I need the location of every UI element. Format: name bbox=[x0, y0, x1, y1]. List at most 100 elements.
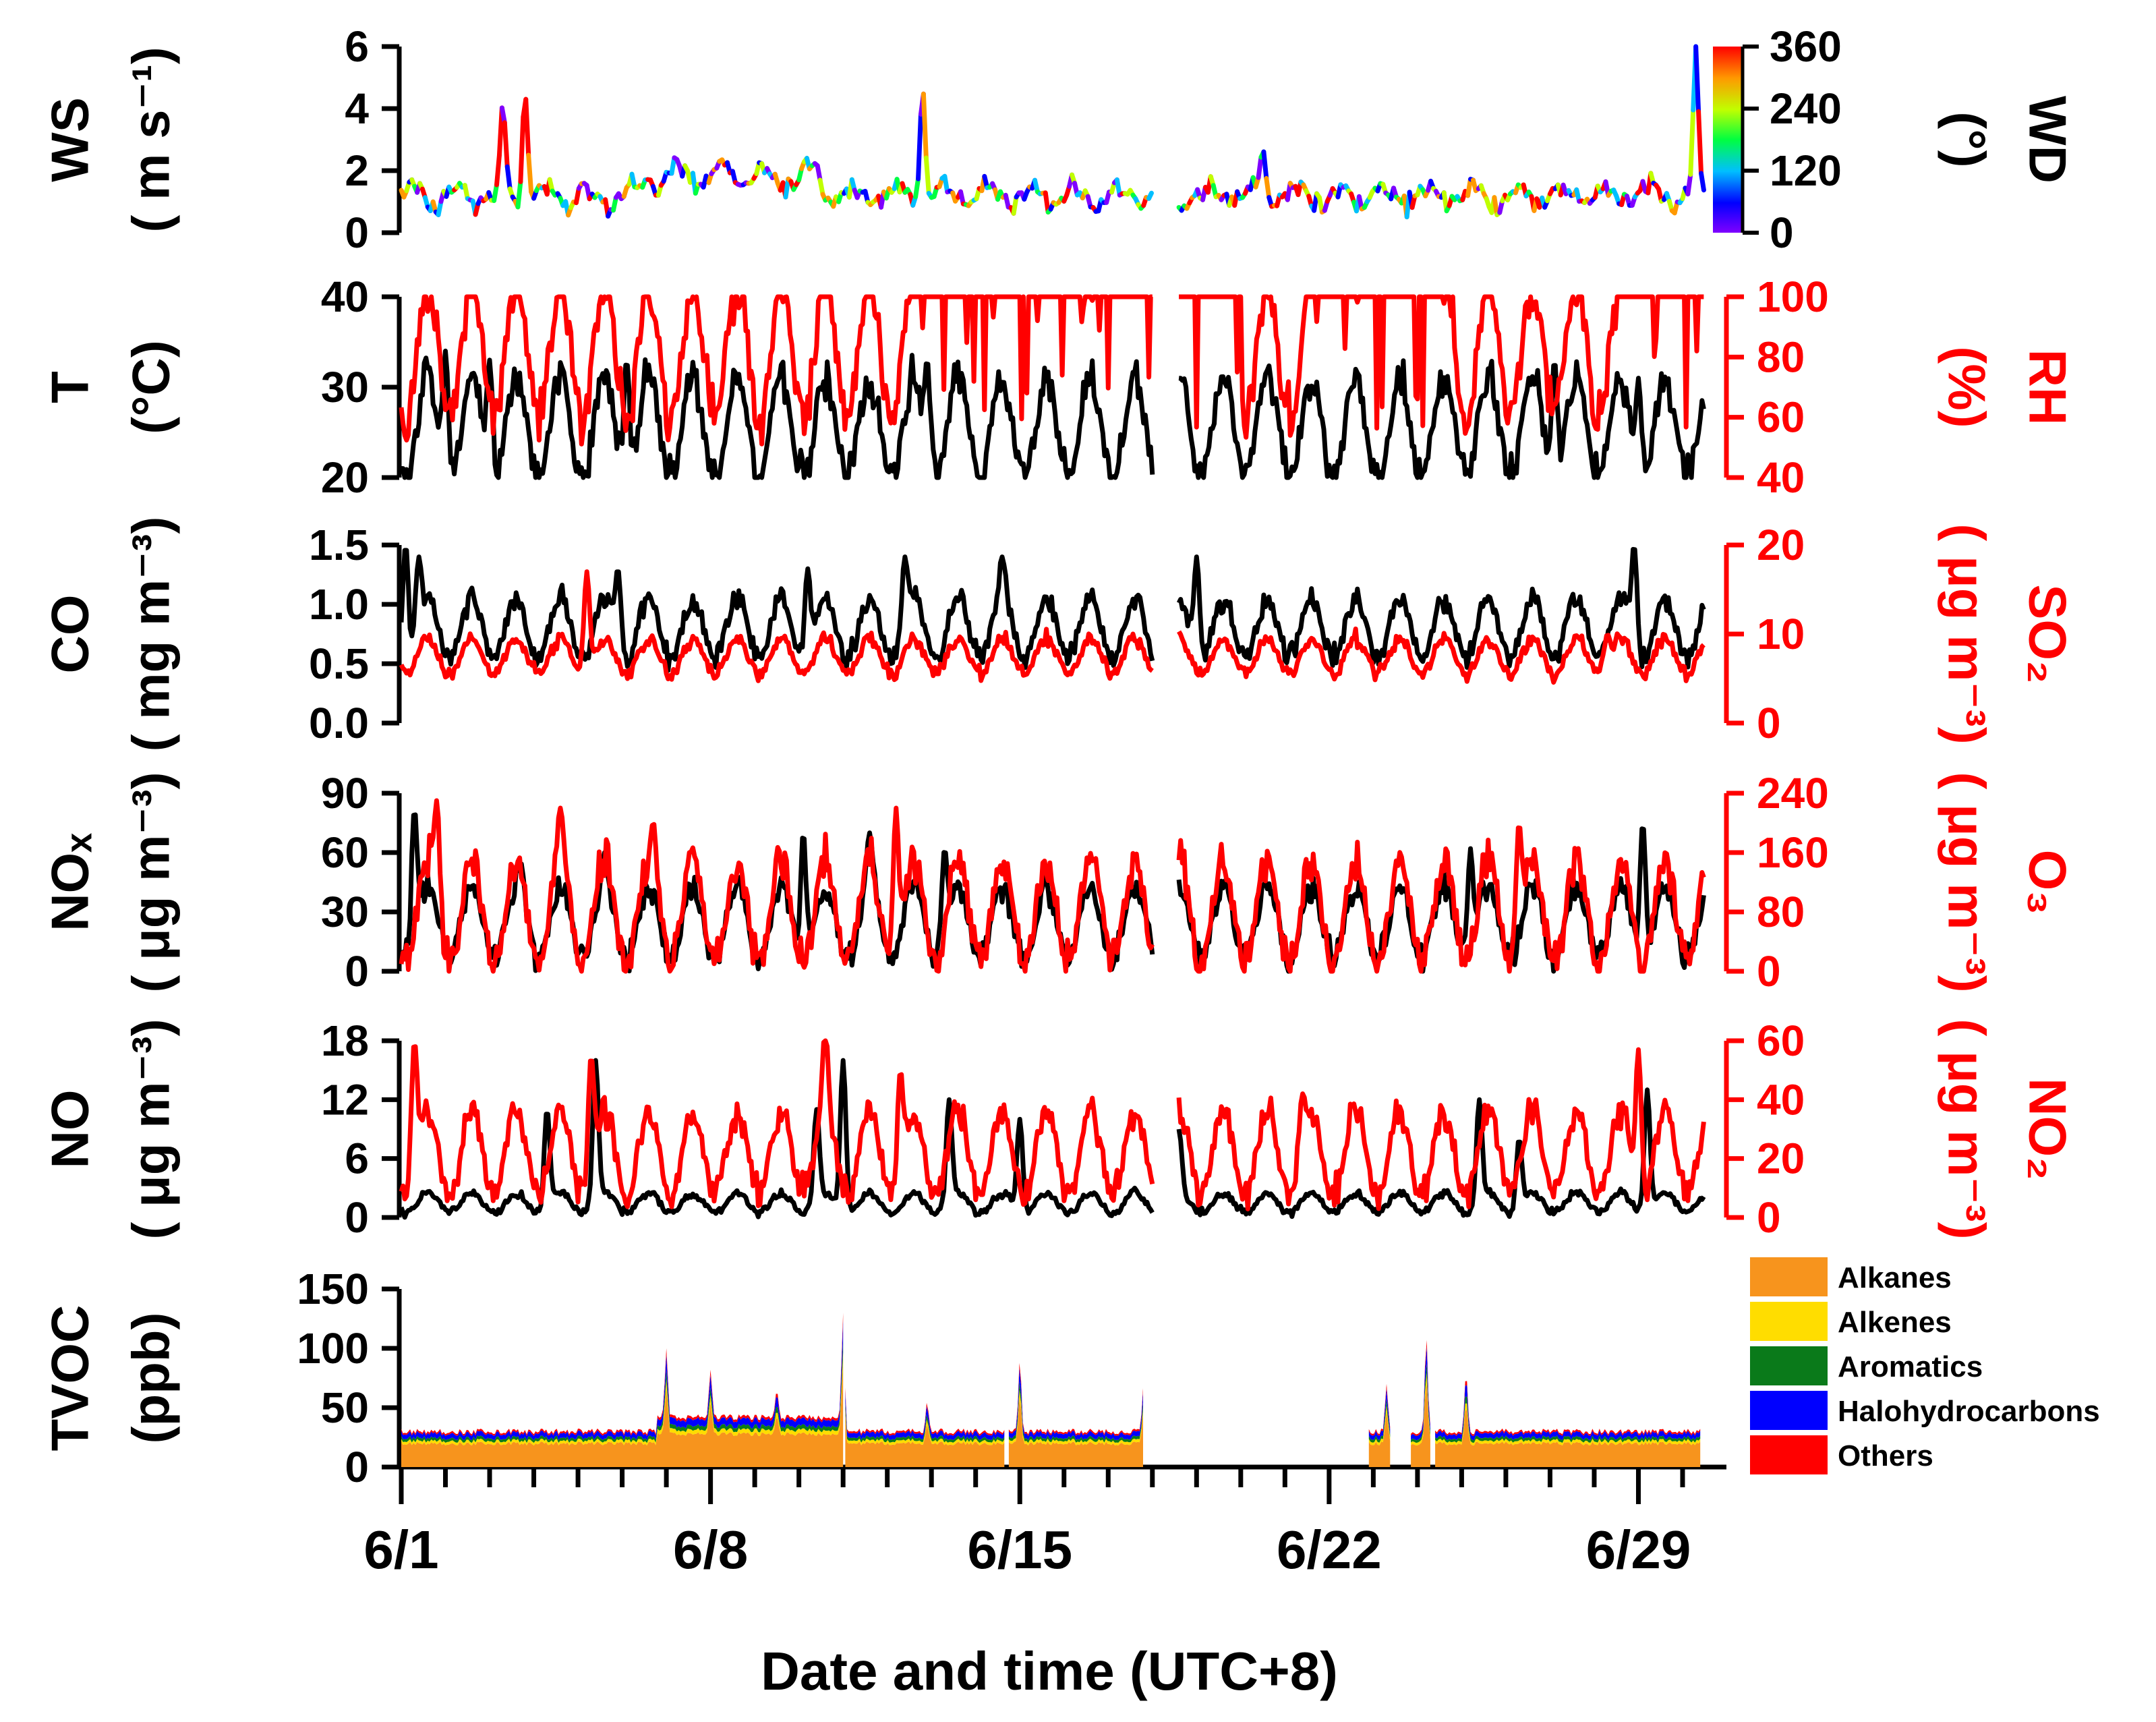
ws-left-tick-label: 4 bbox=[345, 84, 369, 133]
coso2-right-label-name: SO₂ bbox=[2018, 584, 2077, 683]
nono2-left-label-name: NO bbox=[40, 1090, 100, 1169]
nono2-left-tick-label: 12 bbox=[321, 1075, 369, 1124]
ws-seg-1-33 bbox=[1264, 176, 1272, 200]
tvoc-aromatics-area-seg-4 bbox=[1411, 1362, 1430, 1443]
nono2-right-tick-label: 0 bbox=[1757, 1193, 1781, 1242]
ws-seg-0-195 bbox=[916, 111, 923, 181]
noxo3-right-label-unit: ( μg m⁻³) bbox=[1937, 772, 1996, 992]
ws-left-tick-label: 0 bbox=[345, 208, 369, 257]
ws-seg-0-48 bbox=[526, 152, 534, 194]
noxo3-right-tick-label: 240 bbox=[1757, 769, 1829, 817]
ws-seg-0-38 bbox=[499, 105, 507, 125]
tvoc-left-tick-label: 50 bbox=[321, 1383, 369, 1432]
wd-tick-label: 360 bbox=[1770, 22, 1842, 71]
tvoc-alkanes-area-seg-3 bbox=[1368, 1412, 1391, 1467]
coso2-right-series-seg-1 bbox=[1177, 626, 1706, 685]
coso2-right-series-seg-0 bbox=[399, 569, 1154, 683]
nono2-left-label-unit: ( μg m⁻³) bbox=[121, 1018, 181, 1239]
ws-seg-0-231 bbox=[1011, 194, 1019, 216]
noxo3-right-tick-label: 0 bbox=[1757, 947, 1781, 996]
nono2-right-label-unit: ( μg m⁻³) bbox=[1937, 1018, 1996, 1239]
coso2-left-tick-label: 0.5 bbox=[309, 639, 369, 688]
tvoc-left-tick-label: 150 bbox=[297, 1265, 369, 1313]
x-axis-label: Date and time (UTC+8) bbox=[761, 1641, 1338, 1701]
ws-seg-1-196 bbox=[1696, 109, 1704, 176]
legend-label-halohydrocarbons: Halohydrocarbons bbox=[1838, 1395, 2100, 1428]
trh-right-tick-label: 100 bbox=[1757, 272, 1829, 321]
nono2-right-series-seg-0 bbox=[399, 1038, 1155, 1209]
ws-seg-0-205 bbox=[942, 173, 950, 195]
trh-right-tick-label: 80 bbox=[1757, 333, 1805, 381]
noxo3-right-series-seg-0 bbox=[399, 798, 1155, 974]
trh-left-tick-label: 20 bbox=[321, 453, 369, 502]
coso2-left-label-unit: ( mg m⁻³) bbox=[121, 517, 181, 752]
ws-left-label-unit: ( m s⁻¹) bbox=[121, 47, 181, 232]
ws-seg-0-40 bbox=[504, 164, 513, 192]
noxo3-right-tick-label: 80 bbox=[1757, 888, 1805, 936]
tvoc-alkanes-area-seg-4 bbox=[1411, 1383, 1430, 1467]
nono2-left-tick-label: 6 bbox=[345, 1135, 369, 1183]
x-tick-label-6-8: 6/8 bbox=[673, 1520, 748, 1580]
nono2-right-series-seg-1 bbox=[1176, 1047, 1706, 1211]
ws-seg-0-145 bbox=[783, 176, 791, 200]
legend-swatch-alkanes bbox=[1750, 1257, 1828, 1296]
noxo3-left-tick-label: 90 bbox=[321, 769, 369, 817]
x-tick-label-6-29: 6/29 bbox=[1586, 1520, 1691, 1580]
trh-left-tick-label: 30 bbox=[321, 363, 369, 411]
tvoc-left-tick-label: 100 bbox=[297, 1324, 369, 1373]
ws-seg-1-32 bbox=[1261, 149, 1269, 181]
noxo3-right-tick-label: 160 bbox=[1757, 828, 1829, 877]
ws-left-tick-label: 2 bbox=[345, 146, 369, 195]
ws-seg-0-158 bbox=[817, 177, 825, 197]
trh-left-label-name: T bbox=[40, 371, 100, 403]
tvoc-alkanes-area-seg-2 bbox=[1008, 1398, 1143, 1467]
trh-left-label-unit: (°C) bbox=[121, 340, 181, 434]
coso2-left-label-name: CO bbox=[40, 595, 100, 674]
ws-seg-0-47 bbox=[523, 96, 531, 158]
legend-swatch-alkenes bbox=[1750, 1302, 1828, 1341]
noxo3-left-label-unit: ( μg m⁻³) bbox=[121, 772, 181, 992]
nono2-left-tick-label: 18 bbox=[321, 1016, 369, 1065]
nono2-left-series-seg-1 bbox=[1176, 1087, 1706, 1219]
ws-seg-1-119 bbox=[1492, 195, 1500, 217]
noxo3-left-tick-label: 30 bbox=[321, 888, 369, 936]
coso2-left-tick-label: 1.0 bbox=[309, 580, 369, 629]
ws-seg-1-193 bbox=[1688, 107, 1696, 177]
nono2-right-tick-label: 20 bbox=[1757, 1135, 1805, 1183]
wd-tick-label: 0 bbox=[1770, 208, 1794, 257]
ws-left-label-name: WS bbox=[40, 97, 100, 182]
tvoc-others-area-seg-5 bbox=[1435, 1381, 1701, 1436]
legend-label-alkanes: Alkanes bbox=[1838, 1261, 1952, 1294]
nono2-right-label-name: NO₂ bbox=[2018, 1078, 2077, 1180]
nono2-right-tick-label: 40 bbox=[1757, 1075, 1805, 1124]
wd-tick-label: 240 bbox=[1770, 84, 1842, 133]
ws-seg-1-195 bbox=[1693, 44, 1701, 114]
coso2-left-series-seg-1 bbox=[1176, 546, 1706, 670]
ws-seg-0-35 bbox=[492, 182, 500, 203]
tvoc-others-area-seg-4 bbox=[1411, 1340, 1430, 1436]
trh-left-series-seg-0 bbox=[401, 348, 1155, 480]
legend-swatch-others bbox=[1750, 1435, 1828, 1474]
tvoc-left-tick-label: 0 bbox=[345, 1443, 369, 1491]
tvoc-alkanes-area-seg-0 bbox=[401, 1365, 844, 1467]
trh-right-tick-label: 40 bbox=[1757, 453, 1805, 502]
x-tick-label-6-15: 6/15 bbox=[967, 1520, 1072, 1580]
nono2-left-series-seg-0 bbox=[399, 1058, 1155, 1220]
nono2-right-tick-label: 60 bbox=[1757, 1016, 1805, 1065]
trh-left-series-seg-1 bbox=[1178, 358, 1706, 480]
coso2-right-tick-label: 10 bbox=[1757, 610, 1805, 658]
trh-right-label-name: RH bbox=[2018, 349, 2077, 426]
tvoc-others-area-seg-2 bbox=[1008, 1362, 1143, 1436]
tvoc-halohydrocarbons-area-seg-2 bbox=[1008, 1368, 1143, 1441]
ws-right-label-name: WD bbox=[2018, 96, 2077, 183]
tvoc-alkanes-area-seg-5 bbox=[1435, 1410, 1701, 1467]
wd-tick-label: 120 bbox=[1770, 146, 1842, 195]
legend-label-aromatics: Aromatics bbox=[1838, 1350, 1983, 1383]
tvoc-alkenes-area-seg-4 bbox=[1411, 1373, 1430, 1445]
legend-label-others: Others bbox=[1838, 1439, 1933, 1472]
noxo3-right-series-seg-1 bbox=[1176, 825, 1706, 974]
noxo3-left-label-name: NOₓ bbox=[40, 833, 100, 931]
trh-left-tick-label: 40 bbox=[321, 272, 369, 321]
nono2-left-tick-label: 0 bbox=[345, 1193, 369, 1242]
legend-label-alkenes: Alkenes bbox=[1838, 1306, 1952, 1339]
